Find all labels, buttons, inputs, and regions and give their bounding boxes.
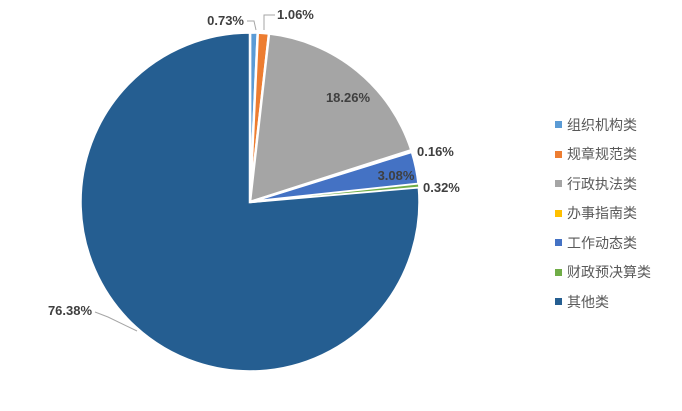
data-label-6: 0.32%	[423, 180, 460, 195]
legend-item-1[interactable]: 组织机构类	[555, 110, 651, 140]
legend-item-2[interactable]: 规章规范类	[555, 140, 651, 170]
pie-slice-6[interactable]	[249, 183, 420, 203]
legend-item-label: 工作动态类	[567, 234, 637, 251]
legend-color-swatch-icon	[555, 121, 562, 129]
legend-item-7[interactable]: 其他类	[555, 287, 651, 317]
legend-color-swatch-icon	[555, 268, 562, 276]
legend-color-swatch-icon	[555, 180, 562, 188]
chart-legend: 组织机构类规章规范类行政执法类办事指南类工作动态类财政预决算类 其他类	[555, 110, 651, 317]
legend-item-3[interactable]: 行政执法类	[555, 169, 651, 199]
legend-item-label: 其他类	[567, 293, 609, 310]
label-leader-line	[247, 20, 257, 31]
legend-item-label: 规章规范类	[567, 146, 637, 163]
legend-color-swatch-icon	[555, 298, 562, 306]
legend-item-label: 办事指南类	[567, 205, 637, 222]
pie-slice-3[interactable]	[248, 32, 413, 204]
data-label-7: 76.38%	[48, 303, 93, 318]
label-leader-line	[94, 311, 138, 332]
legend-item-5[interactable]: 工作动态类	[555, 228, 651, 258]
legend-color-swatch-icon	[555, 239, 562, 247]
legend-color-swatch-icon	[555, 209, 562, 217]
data-label-2: 1.06%	[277, 7, 314, 22]
legend-item-label: 组织机构类	[567, 116, 637, 133]
data-label-3: 18.26%	[326, 90, 371, 105]
label-leader-line	[263, 14, 275, 30]
data-label-1: 0.73%	[207, 13, 244, 28]
legend-item-4[interactable]: 办事指南类	[555, 199, 651, 229]
legend-color-swatch-icon	[555, 150, 562, 158]
data-label-4: 0.16%	[417, 144, 454, 159]
legend-item-label: 财政预决算类	[567, 264, 651, 281]
legend-item-label: 行政执法类	[567, 175, 637, 192]
data-label-5: 3.08%	[378, 168, 415, 183]
legend-item-6[interactable]: 财政预决算类	[555, 258, 651, 288]
